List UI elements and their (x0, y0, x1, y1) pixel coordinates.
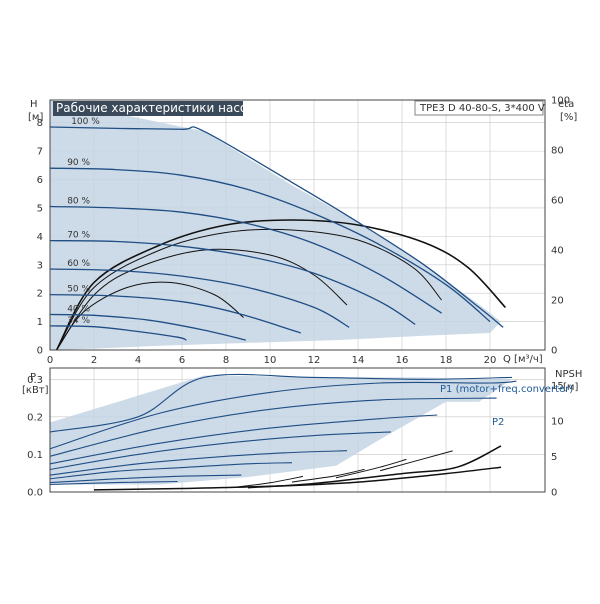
y-tick-label: 7 (37, 147, 43, 158)
head-curves (49, 126, 504, 341)
speed-label: 40 % (67, 304, 90, 314)
p1-series-label: P1 (motor+freq.converter) (440, 384, 573, 395)
eta-axis-label: eta (558, 99, 574, 110)
power-curve (49, 474, 242, 484)
npsh-curve (335, 458, 407, 479)
p2-series-label: P2 (492, 417, 504, 428)
y-tick-label: 8 (37, 118, 43, 129)
head-curve (49, 293, 302, 334)
x-tick-label: 8 (223, 355, 229, 366)
x-tick-label: 4 (135, 355, 141, 366)
y-tick-label: 6 (37, 175, 43, 186)
speed-label: 80 % (67, 197, 90, 207)
npsh-curve (236, 475, 304, 488)
speed-label: 34 % (67, 316, 90, 326)
efficiency-curve (56, 228, 442, 351)
speed-labels: 100 % 90 % 80 % 70 % 60 % 50 % 40 % 34 % (67, 117, 100, 326)
x-tick-label: 14 (352, 355, 365, 366)
npsh-tick-label: 0 (551, 488, 557, 499)
npsh-tick-label: 10 (551, 417, 564, 428)
y-tick-label: 3 (37, 260, 43, 271)
power-tick-label: 0.1 (27, 450, 43, 461)
x-tick-label: 16 (396, 355, 409, 366)
x-tick-labels: 0 2 4 6 8 10 12 14 16 18 20 (47, 355, 497, 366)
y-axis-unit-left: [м] (28, 112, 43, 123)
power-axis-label: P (30, 372, 36, 383)
chart-title: Рабочие характеристики насоса (56, 101, 261, 115)
eta-tick-label: 60 (551, 196, 564, 207)
model-label: TPE3 D 40-80-S, 3*400 V (419, 103, 545, 114)
x-tick-label: 12 (308, 355, 321, 366)
power-curve (49, 431, 392, 471)
head-curve (49, 126, 504, 328)
y-tick-label: 0 (37, 346, 43, 357)
eta-tick-label: 100 (551, 96, 570, 107)
speed-label: 60 % (67, 259, 90, 269)
x-axis-label: Q [м³/ч] (503, 354, 543, 365)
npsh-curve (291, 468, 365, 483)
title-background (53, 101, 243, 116)
eta-tick-label: 0 (551, 346, 557, 357)
x-tick-label: 18 (440, 355, 453, 366)
x-tick-label: 10 (264, 355, 277, 366)
npsh-axis-unit: [м] (563, 382, 578, 393)
power-tick-label: 0.2 (27, 412, 43, 423)
npsh-tick-label: 15 (551, 381, 564, 392)
y-axis-label-left: H (30, 99, 38, 110)
npsh-axis-label: NPSH (555, 369, 582, 380)
power-curve (49, 462, 293, 480)
head-curve (49, 313, 246, 341)
bottom-chart-frame (49, 367, 546, 493)
model-box (414, 100, 544, 116)
x-tick-label: 20 (484, 355, 497, 366)
power-tick-label: 0.0 (27, 488, 43, 499)
speed-label: 90 % (67, 158, 90, 168)
head-curve (49, 325, 187, 341)
power-curve (49, 380, 517, 450)
npsh-curves (93, 445, 502, 491)
top-chart-frame (49, 99, 546, 351)
speed-label: 70 % (67, 231, 90, 241)
head-envelope-area (50, 100, 501, 350)
eta-axis-unit: [%] (560, 112, 577, 123)
x-tick-label: 6 (179, 355, 185, 366)
npsh-tick-label: 5 (551, 452, 557, 463)
npsh-curve (247, 445, 502, 489)
power-curves (49, 373, 517, 486)
eta-tick-label: 20 (551, 296, 564, 307)
npsh-tick-labels: 0 5 10 15 (551, 381, 564, 498)
y-tick-label: 1 (37, 317, 43, 328)
speed-label: 50 % (67, 285, 90, 295)
power-npsh-chart: 0.0 0.1 0.2 0.3 0 5 10 15 P [кВт] NPSH [м] P1 … (22, 367, 582, 499)
power-curve (49, 397, 497, 457)
eta-tick-label: 40 (551, 246, 564, 257)
eta-tick-label: 80 (551, 146, 564, 157)
head-curve (49, 268, 350, 328)
x-tick-label: 0 (47, 355, 53, 366)
head-curve (49, 205, 442, 314)
power-curve (49, 414, 438, 465)
power-tick-label: 0.3 (27, 375, 43, 386)
head-curve (49, 239, 416, 325)
power-envelope-area (50, 375, 512, 485)
speed-label: 100 % (71, 117, 100, 127)
y-tick-label: 2 (37, 289, 43, 300)
y-tick-label: 4 (37, 232, 43, 243)
power-curve (49, 373, 513, 433)
head-curve (49, 167, 491, 323)
power-axis-unit: [кВт] (22, 385, 49, 396)
power-tick-labels: 0.0 0.1 0.2 0.3 (27, 375, 43, 499)
npsh-curve (379, 450, 453, 472)
x-tick-label: 2 (91, 355, 97, 366)
y-tick-label: 5 (37, 203, 43, 214)
eta-tick-labels: 0 20 40 60 80 100 (551, 96, 570, 357)
power-curve (49, 450, 348, 476)
y-tick-labels: 0 1 2 3 4 5 6 7 8 (37, 118, 43, 356)
power-curve (49, 480, 178, 486)
